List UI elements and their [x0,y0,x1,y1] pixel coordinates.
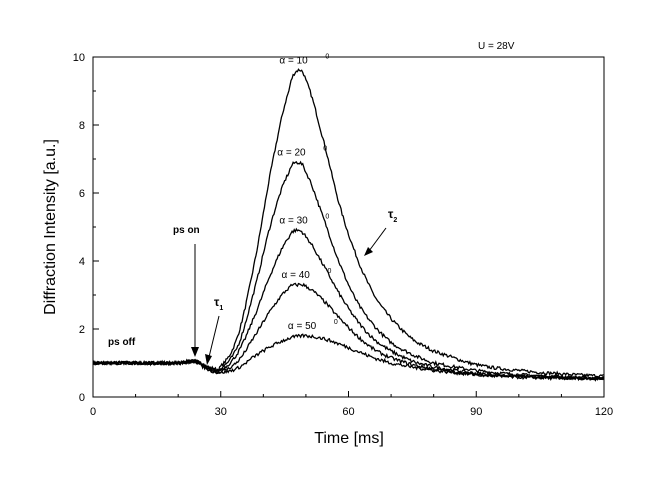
series-label-sup-4: 0 [328,268,332,275]
series-label-5: α = 50 [288,321,317,332]
series-line-1 [92,68,604,378]
curves-layer [92,68,605,382]
series-label-sup-5: 0 [334,319,338,326]
y-tick-label: 2 [79,324,85,336]
series-label-2: α = 20 [277,147,306,158]
series-line-5 [92,333,605,382]
x-tick-label: 120 [595,406,613,418]
y-tick-label: 10 [73,52,85,64]
condition-label: U = 28V [478,41,515,52]
tau1-label: τ1 [214,295,223,312]
x-tick-label: 90 [470,406,482,418]
series-line-3 [92,227,605,381]
tau2-symbol: τ [388,207,394,221]
curve-labels-layer: α = 10 0 α = 20 0 α = 30 0 α = 40 0 α = 50 0 [277,54,338,332]
tau2-subscript: 2 [393,217,397,224]
series-label-3: α = 30 [279,215,308,226]
x-tick-label: 30 [215,406,227,418]
series-line-2 [92,160,605,381]
tau2-arrow [368,227,387,252]
series-label-sup-2: 0 [323,145,327,152]
y-tick-label: 6 [79,188,85,200]
y-tick-label: 8 [79,120,85,132]
ps-on-label: ps on [173,225,200,236]
y-axis-title: Diffraction Intensity [a.u.] [42,139,59,315]
tau2-arrowhead [364,247,373,256]
y-tick-label: 4 [79,256,85,268]
tau1-arrowhead [205,354,212,365]
tau2-label: τ2 [388,207,397,224]
series-label-1: α = 10 [279,56,308,67]
x-axis-title: Time [ms] [314,430,384,447]
ps-on-arrowhead [191,347,199,357]
series-label-sup-3: 0 [325,213,329,220]
y-tick-label: 0 [79,392,85,404]
plot-frame [92,56,605,398]
x-tick-label: 60 [342,406,354,418]
tau1-subscript: 1 [219,305,223,312]
tau1-symbol: τ [214,295,220,309]
tau1-arrow [208,315,220,358]
series-label-sup-1: 0 [325,54,329,61]
x-tick-label: 0 [90,406,96,418]
ps-off-label: ps off [108,337,136,348]
series-label-4: α = 40 [282,270,311,281]
